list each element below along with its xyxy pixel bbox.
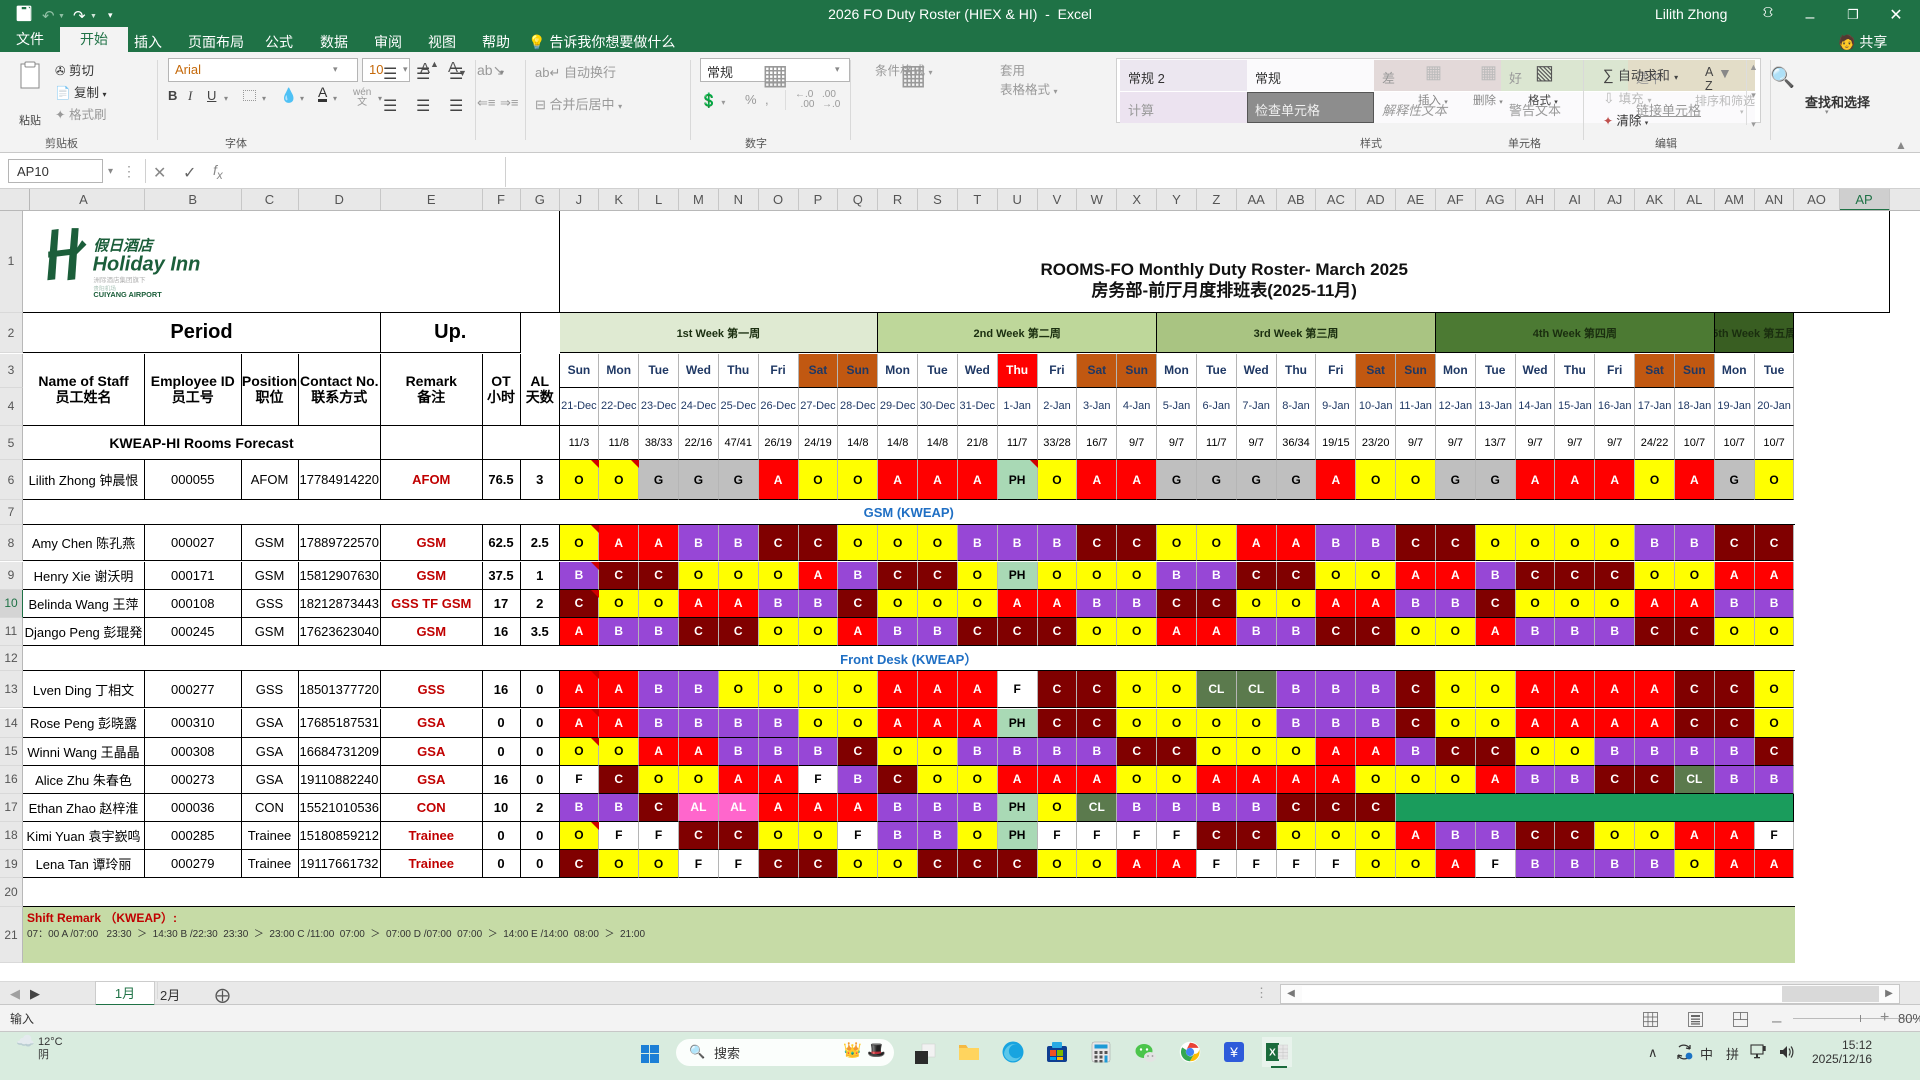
svg-text:X: X — [1269, 1048, 1276, 1059]
svg-text:Holiday Inn: Holiday Inn — [93, 254, 201, 276]
svg-text:CUIYANG AIRPORT: CUIYANG AIRPORT — [93, 290, 162, 297]
svg-text:假日酒店: 假日酒店 — [93, 238, 154, 255]
svg-text:洲际酒店集团旗下: 洲际酒店集团旗下 — [93, 275, 146, 284]
svg-text:¥: ¥ — [1229, 1044, 1238, 1060]
